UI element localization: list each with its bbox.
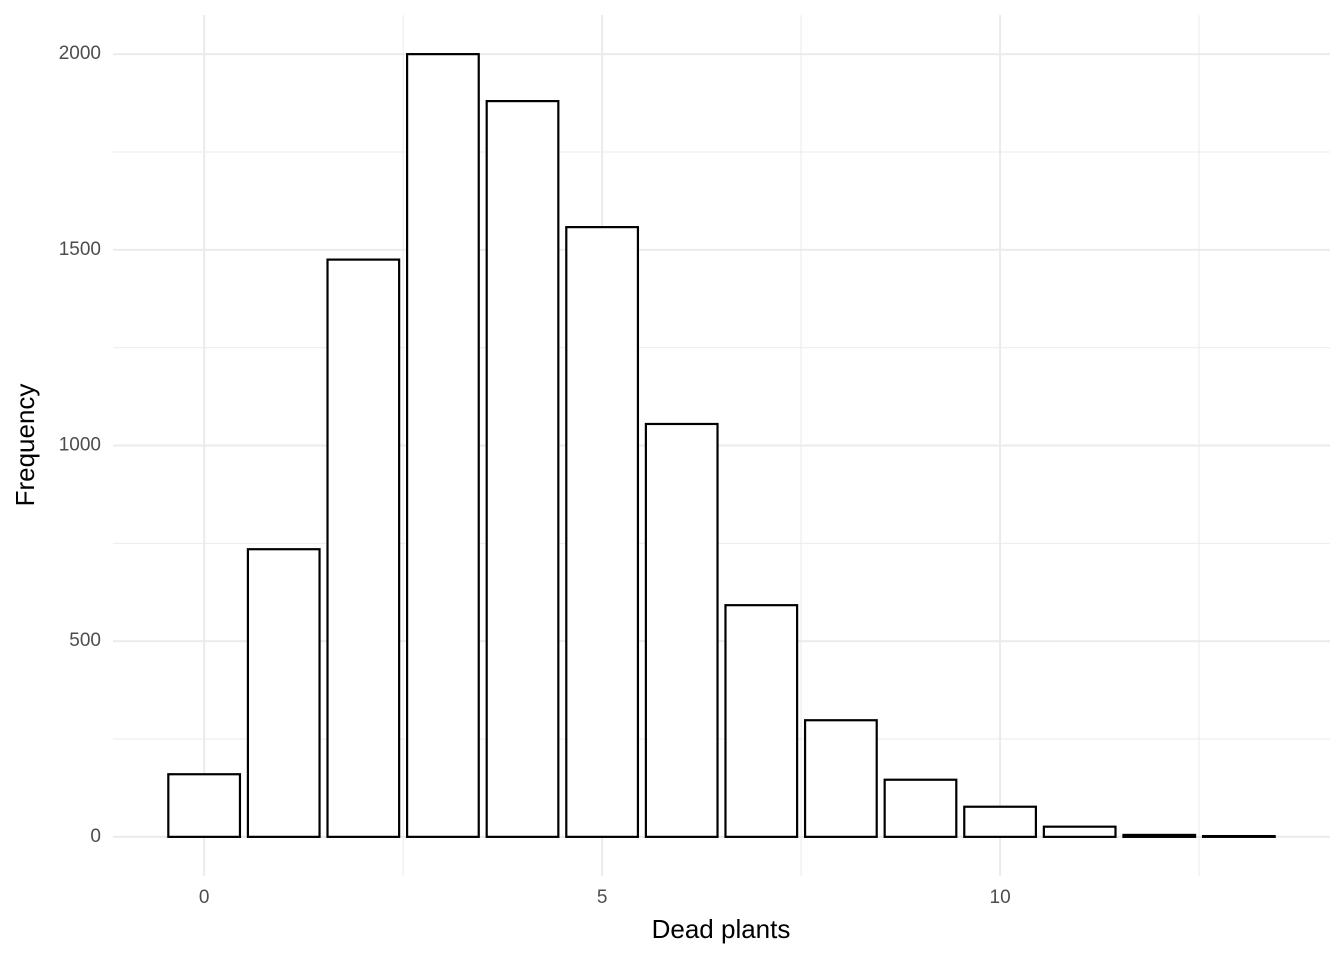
bar [246, 548, 321, 838]
bars [167, 53, 1276, 838]
x-tick-label: 0 [199, 887, 210, 908]
bar [485, 99, 560, 838]
x-tick-label: 10 [990, 887, 1011, 908]
bar [963, 805, 1037, 838]
y-tick-label: 1500 [59, 239, 101, 260]
bar [803, 719, 878, 838]
bar [326, 258, 401, 838]
bar [724, 604, 799, 838]
bar [1122, 833, 1197, 838]
y-tick-label: 1000 [59, 435, 101, 456]
bar [644, 422, 719, 838]
bar [406, 53, 480, 838]
bar [167, 773, 242, 838]
x-tick-label: 5 [597, 887, 608, 908]
bar [1042, 825, 1117, 838]
x-axis-title: Dead plants [652, 914, 791, 944]
bar [883, 778, 958, 838]
y-tick-label: 500 [69, 630, 101, 651]
bar [565, 226, 640, 838]
y-axis-title: Frequency [10, 384, 40, 507]
y-tick-label: 0 [90, 826, 101, 847]
y-tick-label: 2000 [59, 43, 101, 64]
bar [1201, 834, 1276, 838]
